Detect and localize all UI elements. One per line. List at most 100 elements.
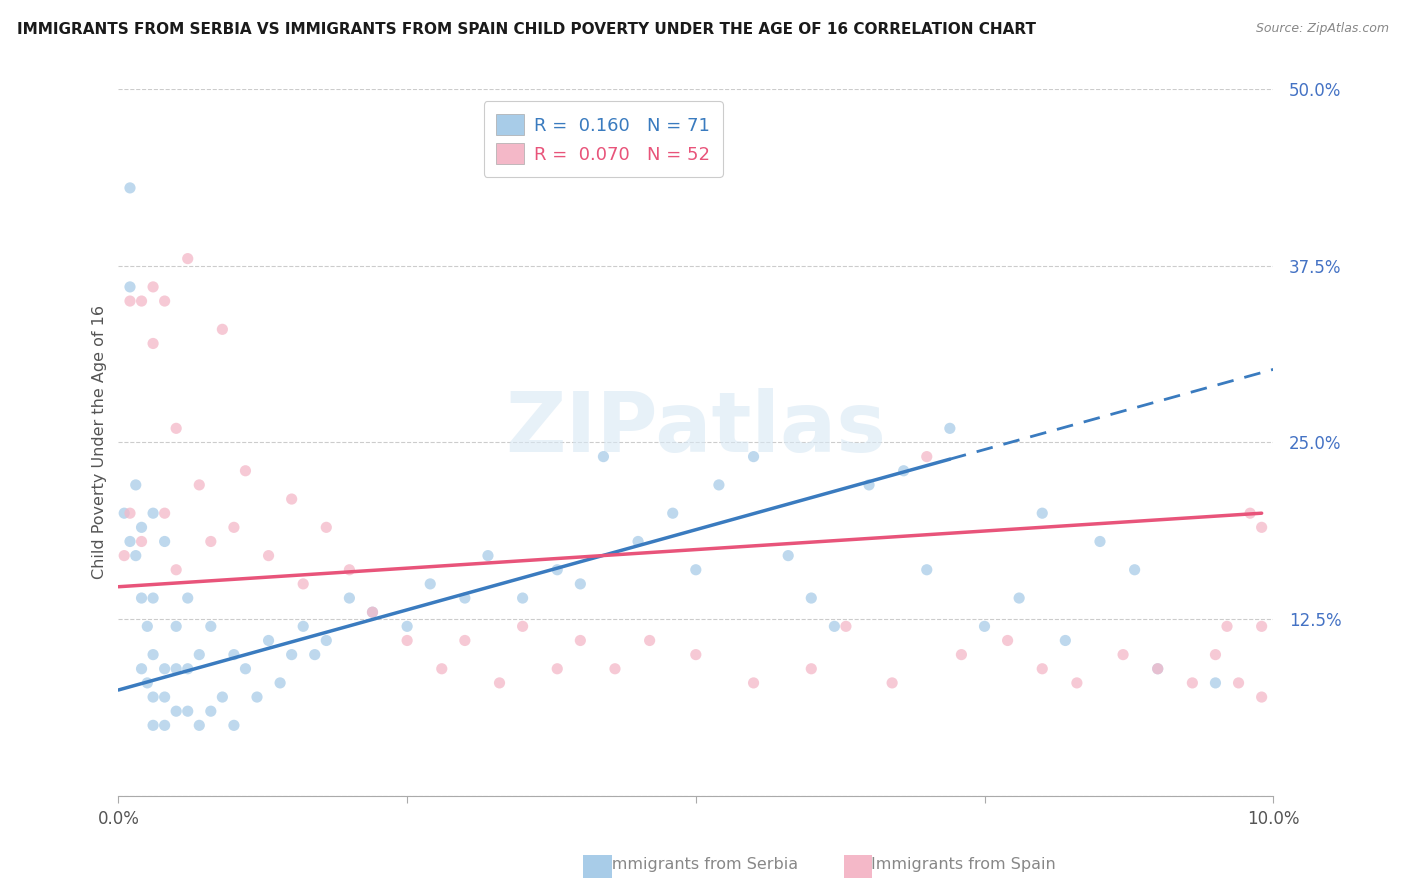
Point [1031, 662, 1053, 676]
Point [142, 506, 165, 520]
Point [153, 662, 176, 676]
Point [315, 633, 337, 648]
Text: IMMIGRANTS FROM SERBIA VS IMMIGRANTS FROM SPAIN CHILD POVERTY UNDER THE AGE OF 1: IMMIGRANTS FROM SERBIA VS IMMIGRANTS FRO… [17, 22, 1036, 37]
Point [1088, 534, 1111, 549]
Point [1123, 563, 1146, 577]
Point [454, 591, 477, 605]
Point [488, 676, 510, 690]
Point [200, 619, 222, 633]
Point [222, 648, 245, 662]
Point [142, 280, 165, 294]
Point [131, 293, 153, 308]
Point [142, 648, 165, 662]
Point [246, 690, 269, 704]
Point [188, 648, 211, 662]
Point [1216, 619, 1239, 633]
Point [142, 718, 165, 732]
Point [188, 718, 211, 732]
Legend: R =  0.160   N = 71, R =  0.070   N = 52: R = 0.160 N = 71, R = 0.070 N = 52 [484, 102, 723, 177]
Point [778, 549, 800, 563]
Point [153, 506, 176, 520]
Point [118, 534, 141, 549]
Point [685, 648, 707, 662]
Point [222, 520, 245, 534]
Point [638, 633, 661, 648]
Point [430, 662, 453, 676]
Point [685, 563, 707, 577]
Point [118, 181, 141, 195]
Point [118, 293, 141, 308]
Point [893, 464, 915, 478]
Text: Immigrants from Serbia: Immigrants from Serbia [607, 857, 799, 872]
Point [661, 506, 683, 520]
Point [131, 534, 153, 549]
Point [211, 322, 233, 336]
Point [939, 421, 962, 435]
Point [1181, 676, 1204, 690]
Point [512, 591, 534, 605]
Point [707, 478, 730, 492]
Point [419, 577, 441, 591]
Point [177, 591, 200, 605]
Point [257, 549, 280, 563]
Point [125, 549, 148, 563]
Point [165, 563, 187, 577]
Point [188, 478, 211, 492]
Point [477, 549, 499, 563]
Point [339, 591, 361, 605]
Point [1250, 520, 1272, 534]
Point [800, 591, 823, 605]
Point [280, 491, 302, 506]
Point [546, 662, 568, 676]
Point [1146, 662, 1168, 676]
Point [136, 619, 159, 633]
Point [165, 619, 187, 633]
Point [592, 450, 614, 464]
Point [131, 520, 153, 534]
Point [222, 718, 245, 732]
Point [361, 605, 384, 619]
Point [112, 549, 135, 563]
Point [800, 662, 823, 676]
Point [915, 450, 938, 464]
Point [512, 619, 534, 633]
Point [153, 293, 176, 308]
Text: Source: ZipAtlas.com: Source: ZipAtlas.com [1256, 22, 1389, 36]
Point [211, 690, 233, 704]
Point [125, 478, 148, 492]
Point [1250, 690, 1272, 704]
Point [339, 563, 361, 577]
Point [177, 704, 200, 718]
Point [1031, 506, 1053, 520]
Point [569, 633, 592, 648]
Point [603, 662, 626, 676]
Point [131, 662, 153, 676]
Point [1146, 662, 1168, 676]
Point [292, 619, 315, 633]
Point [142, 591, 165, 605]
Text: Immigrants from Spain: Immigrants from Spain [870, 857, 1056, 872]
Point [627, 534, 650, 549]
Point [1112, 648, 1135, 662]
Point [280, 648, 302, 662]
Point [1066, 676, 1088, 690]
Point [1239, 506, 1261, 520]
Point [1227, 676, 1250, 690]
Point [742, 676, 765, 690]
Point [165, 704, 187, 718]
Point [131, 591, 153, 605]
Point [858, 478, 880, 492]
Point [118, 506, 141, 520]
Point [742, 450, 765, 464]
Point [257, 633, 280, 648]
Point [142, 690, 165, 704]
Point [315, 520, 337, 534]
Point [235, 662, 257, 676]
Point [118, 280, 141, 294]
Point [950, 648, 973, 662]
Point [454, 633, 477, 648]
Point [200, 534, 222, 549]
Point [882, 676, 904, 690]
Point [177, 662, 200, 676]
Point [823, 619, 845, 633]
